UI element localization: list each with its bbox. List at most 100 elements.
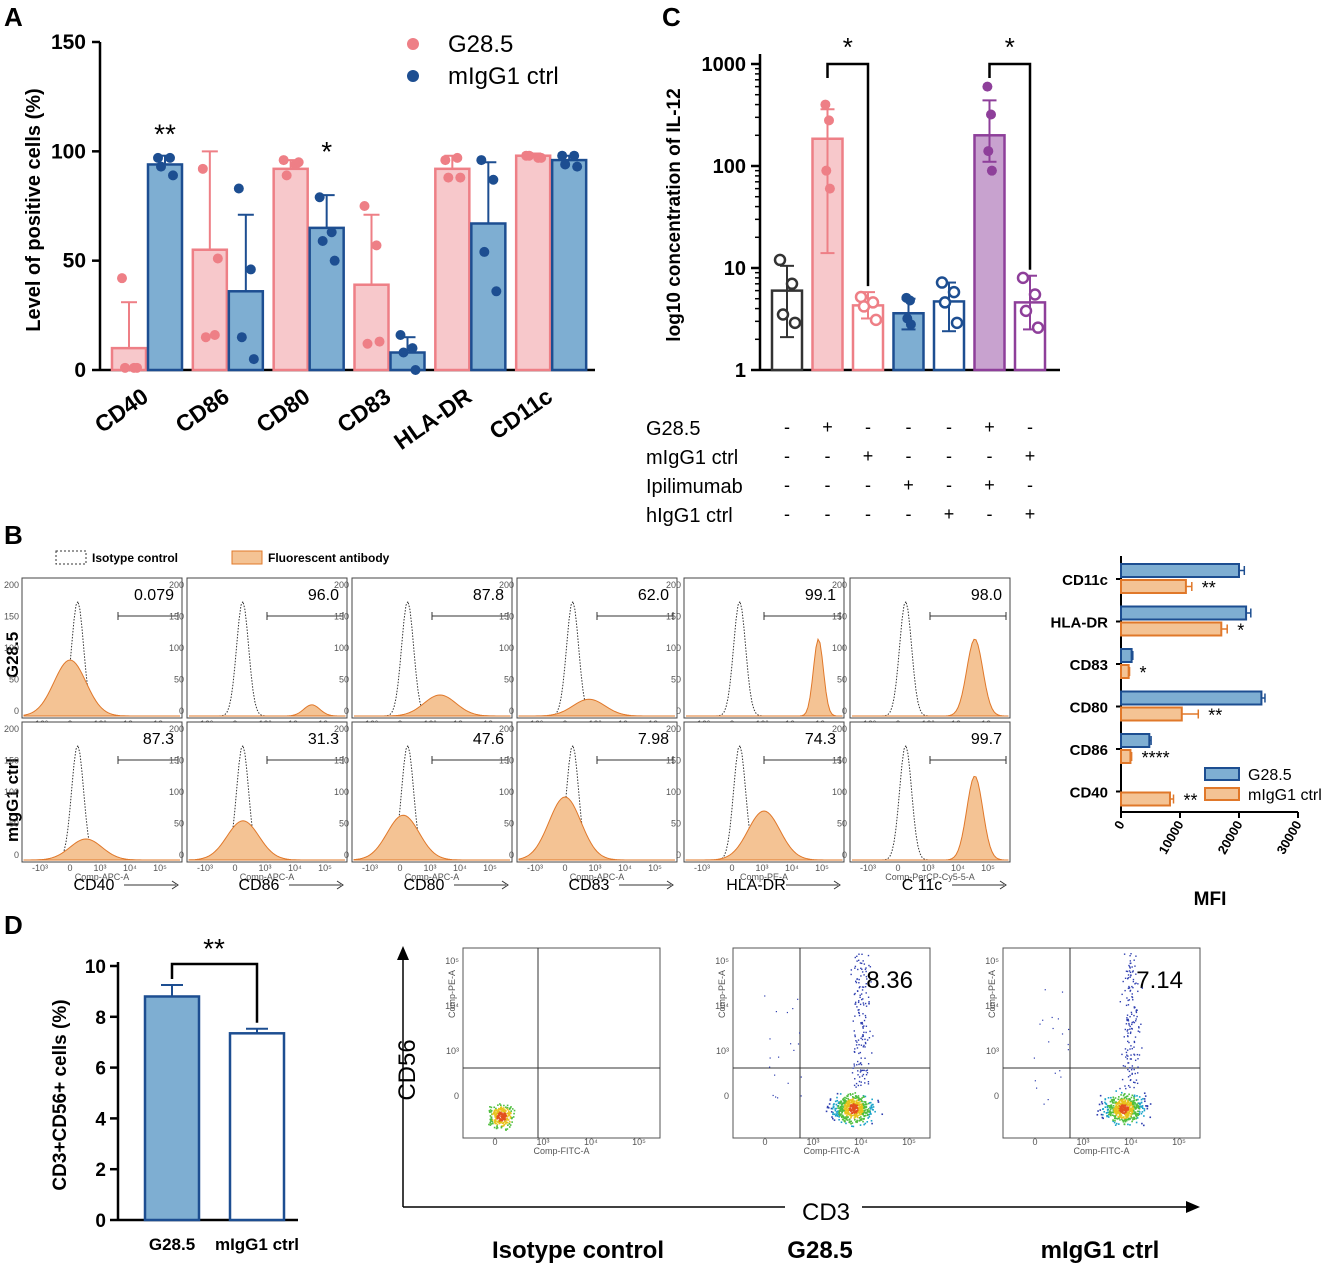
flow-marker-label: CD40 [74, 877, 115, 894]
flow-ytick: 50 [504, 819, 514, 829]
dplot-event [856, 1114, 858, 1117]
flow-xtick: 10⁴ [618, 863, 632, 873]
dplot-event [865, 1111, 868, 1114]
c-condition-mark: - [865, 504, 871, 524]
a-bar-cd83-g285 [353, 283, 390, 372]
dplot-event [497, 1121, 500, 1124]
dplot-xtick: 10³ [536, 1137, 549, 1147]
dplot-event [511, 1117, 513, 1120]
a-significance: ** [154, 119, 176, 150]
dplot-event [1127, 1028, 1129, 1031]
a-point [165, 152, 175, 163]
flow-fluor-curve [686, 637, 843, 717]
dplot-event [1130, 1113, 1133, 1115]
c-condition-mark: - [987, 504, 993, 524]
dplot-event [1110, 1111, 1113, 1114]
dplot-event [860, 1084, 862, 1087]
dplot-event [490, 1109, 493, 1112]
dplot-event [1113, 1099, 1115, 1102]
dplot-event [1110, 1104, 1112, 1107]
dplot-event [855, 1082, 858, 1085]
dplot-event [860, 1099, 863, 1101]
dplot-event [859, 994, 861, 996]
dplot-frame [732, 947, 931, 1139]
dplot-event [1135, 1117, 1137, 1120]
dplot-event [1117, 1103, 1120, 1105]
dplot-event [1133, 1068, 1135, 1071]
dplot-event [1127, 1116, 1129, 1119]
dplot-event [867, 1108, 870, 1110]
dplot-event [507, 1112, 510, 1115]
flow-xtick: 10⁵ [318, 863, 332, 873]
panel-a-legend-g285: G28.5 [448, 31, 513, 58]
flow-axis-small: Comp-PE-A [740, 872, 788, 882]
dplot-event [848, 1109, 851, 1111]
panel-label-c: C [662, 2, 681, 32]
dplot-event [1120, 1107, 1122, 1110]
mfi-bar-cd11c-g285 [1120, 563, 1240, 578]
dplot-event [1125, 1102, 1127, 1105]
dplot-event [1138, 1102, 1140, 1105]
dplot-event [1132, 1118, 1134, 1121]
dplot-event [508, 1111, 511, 1114]
dplot-event [1123, 1036, 1125, 1038]
dplot-event [856, 1006, 858, 1008]
dplot-event [500, 1113, 502, 1115]
dplot-event [854, 1092, 857, 1094]
a-bar-cd11c-migg1 [550, 158, 588, 372]
dplot-event [1124, 1120, 1127, 1123]
dplot-event [848, 1099, 850, 1102]
flow-row-label-g285: G28.5 [3, 632, 22, 678]
dplot-event [843, 1101, 846, 1104]
dplot-event [869, 1106, 871, 1109]
dplot-event [1116, 1112, 1119, 1114]
flow-ytick: 200 [832, 580, 847, 590]
dplot-event [1035, 1087, 1038, 1089]
dplot-event [1112, 1098, 1115, 1101]
dplot-event [1128, 1103, 1131, 1105]
flow-fluor-curve [23, 659, 180, 717]
dplot-event [1112, 1104, 1115, 1107]
mfi-legend-swatch-migg1 [1204, 787, 1240, 801]
a-bar-cd11c-g285 [514, 154, 552, 372]
dplot-event [503, 1109, 505, 1111]
dplot-event [836, 1105, 839, 1107]
dplot-event [859, 1103, 861, 1106]
dplot-frame [462, 947, 661, 1139]
dplot-event [842, 1106, 844, 1109]
dplot-event [844, 1096, 846, 1099]
dplot-event [489, 1118, 492, 1121]
dplot-event [1135, 1018, 1137, 1020]
dplot-event [869, 1101, 872, 1104]
mfi-bar-cd86-migg1 [1120, 749, 1132, 764]
dplot-event [1119, 1112, 1121, 1114]
dplot-event [864, 1102, 867, 1104]
dplot-event [852, 1101, 855, 1104]
dplot-event [1135, 1010, 1137, 1012]
dplot-event [840, 1113, 843, 1115]
dplot-event [869, 966, 872, 968]
dplot-event [865, 983, 867, 985]
dplot-event [870, 1119, 873, 1122]
dplot-event [1134, 1020, 1137, 1022]
a-point [440, 155, 451, 166]
dplot-event [1119, 1099, 1121, 1102]
dplot-event [866, 1072, 869, 1074]
dplot-event [845, 1097, 848, 1100]
dplot-label-isotype: Isotype control [492, 1237, 664, 1264]
dplot-event [1128, 1024, 1130, 1026]
dplot-event [855, 1121, 857, 1123]
dplot-event [1120, 1117, 1123, 1119]
dplot-event [1131, 1111, 1134, 1114]
dplot-event [1109, 1106, 1112, 1109]
c-significance: * [1005, 32, 1015, 62]
dplot-event [851, 1114, 854, 1117]
dplot-event [1121, 1109, 1124, 1111]
flow-ytick: 100 [169, 643, 184, 653]
panel-a-chart: Level of positive cells (%) G28.5 mIgG1 … [23, 31, 595, 455]
flow-ytick: 0 [842, 706, 847, 716]
dplot-event [841, 1105, 843, 1107]
dplot-event [1126, 1113, 1129, 1115]
dplot-event [509, 1111, 512, 1114]
dplot-event [501, 1110, 503, 1113]
